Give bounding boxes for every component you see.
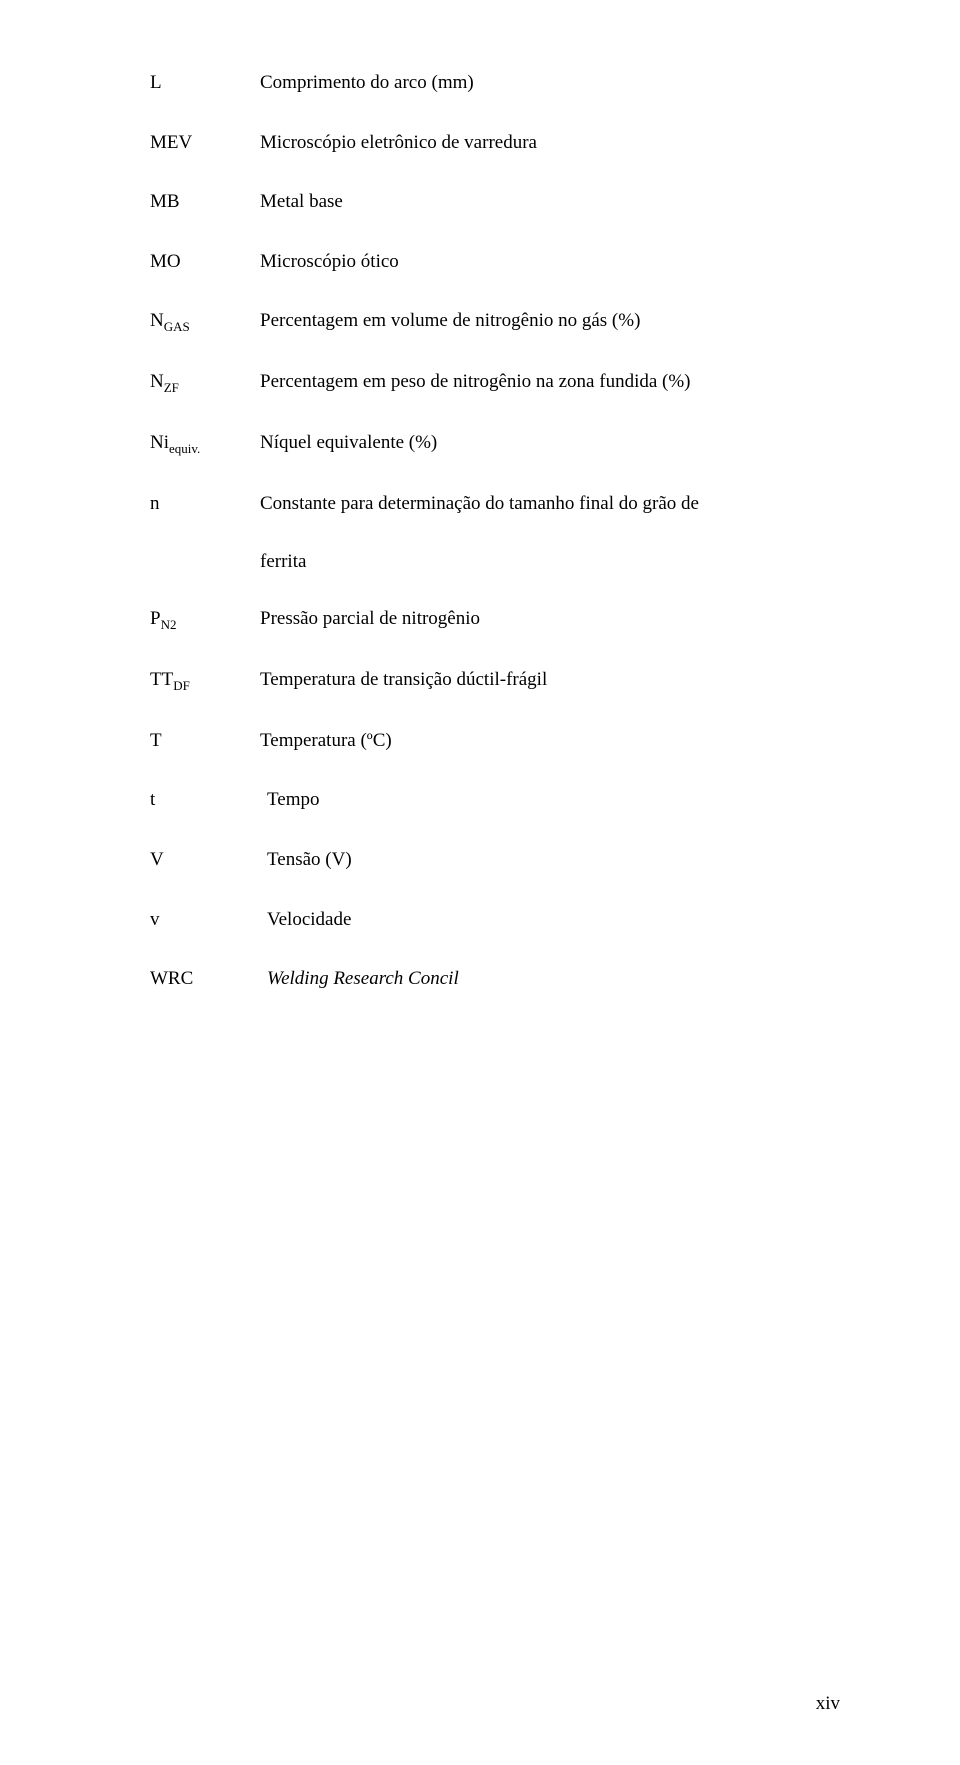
symbol-main: P [150, 608, 161, 629]
glossary-row: PN2 Pressão parcial de nitrogênio [150, 606, 840, 634]
continuation-line: ferrita [150, 551, 840, 573]
symbol-cell: T [150, 728, 260, 755]
glossary-table: L Comprimento do arco (mm) MEV Microscóp… [150, 70, 840, 993]
symbol-cell: n [150, 491, 260, 518]
symbol-sub: N2 [161, 617, 177, 632]
symbol-main: TT [150, 669, 173, 690]
symbol-cell: PN2 [150, 606, 260, 634]
glossary-row: MB Metal base [150, 189, 840, 216]
symbol-main: t [150, 789, 155, 810]
desc-cell: Metal base [260, 189, 840, 216]
symbol-main: MO [150, 251, 181, 272]
symbol-sub: ZF [164, 380, 179, 395]
symbol-cell: V [150, 847, 260, 874]
glossary-row: WRC Welding Research Concil [150, 966, 840, 993]
symbol-main: L [150, 72, 162, 93]
glossary-row: L Comprimento do arco (mm) [150, 70, 840, 97]
desc-cell: Temperatura de transição dúctil-frágil [260, 667, 840, 694]
symbol-cell: L [150, 70, 260, 97]
desc-cell: Temperatura (ºC) [260, 728, 840, 755]
desc-cell: Tensão (V) [260, 847, 840, 874]
desc-cell: Pressão parcial de nitrogênio [260, 606, 840, 633]
glossary-row: t Tempo [150, 787, 840, 814]
glossary-row: TTDF Temperatura de transição dúctil-frá… [150, 667, 840, 695]
desc-cell: Microscópio ótico [260, 249, 840, 276]
symbol-cell: NGAS [150, 308, 260, 336]
glossary-row: T Temperatura (ºC) [150, 728, 840, 755]
symbol-main: Ni [150, 432, 169, 453]
symbol-sub: GAS [164, 319, 190, 334]
glossary-row: Niequiv. Níquel equivalente (%) [150, 430, 840, 458]
desc-cell: Percentagem em volume de nitrogênio no g… [260, 308, 840, 335]
symbol-main: WRC [150, 968, 193, 989]
desc-cell: Constante para determinação do tamanho f… [260, 491, 840, 518]
desc-cell: Velocidade [260, 907, 840, 934]
symbol-main: T [150, 730, 162, 751]
symbol-main: MEV [150, 132, 192, 153]
symbol-cell: t [150, 787, 260, 814]
symbol-main: V [150, 849, 164, 870]
glossary-row: n Constante para determinação do tamanho… [150, 491, 840, 518]
desc-cell: Níquel equivalente (%) [260, 430, 840, 457]
symbol-sub: equiv. [169, 441, 200, 456]
symbol-main: MB [150, 191, 180, 212]
symbol-cell: TTDF [150, 667, 260, 695]
desc-cell: Comprimento do arco (mm) [260, 70, 840, 97]
glossary-row: MEV Microscópio eletrônico de varredura [150, 130, 840, 157]
desc-cell: Microscópio eletrônico de varredura [260, 130, 840, 157]
symbol-cell: WRC [150, 966, 260, 993]
desc-cell: Tempo [260, 787, 840, 814]
symbol-main: n [150, 493, 160, 514]
symbol-main: v [150, 909, 160, 930]
symbol-cell: MB [150, 189, 260, 216]
symbol-cell: MEV [150, 130, 260, 157]
glossary-row: V Tensão (V) [150, 847, 840, 874]
page-number: xiv [816, 1693, 840, 1715]
glossary-row: MO Microscópio ótico [150, 249, 840, 276]
symbol-main: N [150, 371, 164, 392]
symbol-sub: DF [173, 678, 190, 693]
symbol-cell: NZF [150, 369, 260, 397]
symbol-cell: v [150, 907, 260, 934]
symbol-cell: Niequiv. [150, 430, 260, 458]
desc-cell: Percentagem em peso de nitrogênio na zon… [260, 369, 840, 396]
desc-cell: Welding Research Concil [260, 966, 840, 993]
symbol-cell: MO [150, 249, 260, 276]
symbol-main: N [150, 310, 164, 331]
glossary-row: NGAS Percentagem em volume de nitrogênio… [150, 308, 840, 336]
glossary-row: NZF Percentagem em peso de nitrogênio na… [150, 369, 840, 397]
glossary-row: v Velocidade [150, 907, 840, 934]
